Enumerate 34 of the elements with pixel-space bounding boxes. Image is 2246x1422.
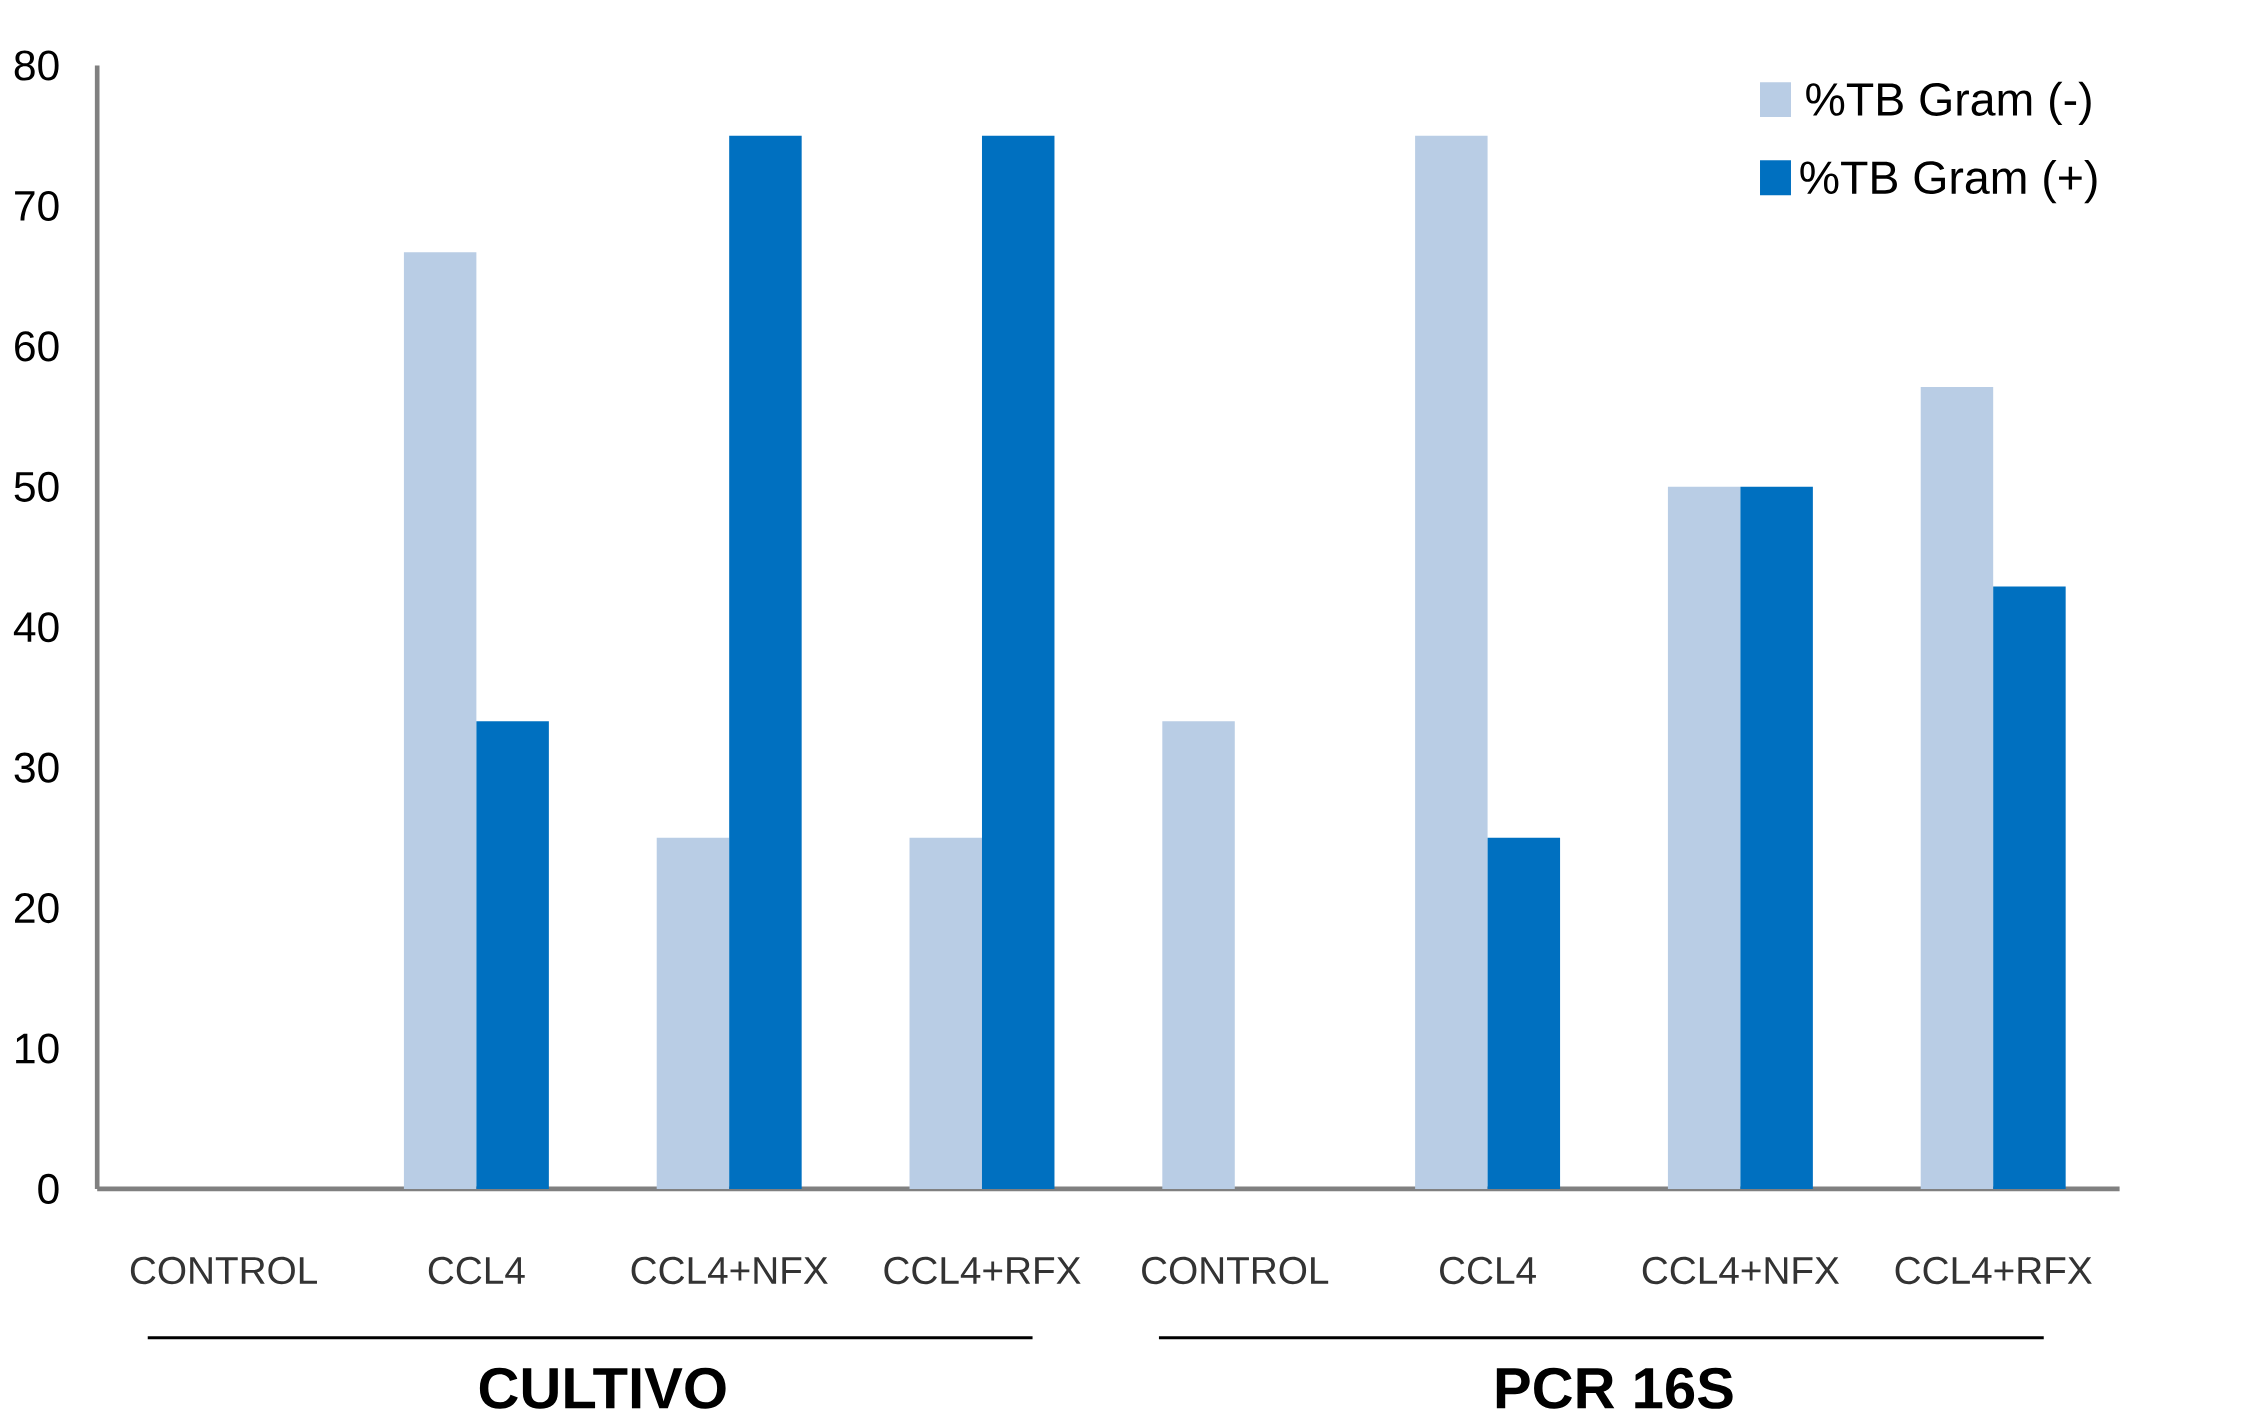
- y-tick-label: 40: [13, 612, 59, 643]
- y-tick-label: 20: [15, 893, 59, 924]
- x-tick-label: CONTROL: [1142, 1256, 1329, 1285]
- x-tick-label: CCL4: [428, 1256, 525, 1285]
- x-tick-label: CCL4+NFX: [631, 1256, 828, 1285]
- bar: [981, 135, 1055, 1190]
- bar: [403, 252, 477, 1190]
- x-tick-label: CCL4+RFX: [1895, 1256, 2092, 1285]
- y-tick-label: 70: [15, 191, 59, 222]
- text: CULTIVO: [479, 1367, 726, 1409]
- y-tick-label: 10: [16, 1033, 59, 1064]
- bar: [656, 837, 730, 1190]
- y-tick-label: 0: [38, 1173, 59, 1205]
- text: PCR 16S: [1496, 1367, 1733, 1409]
- y-tick-label: 30: [14, 752, 59, 783]
- bar: [1667, 486, 1741, 1190]
- y-tick-label: 50: [14, 471, 59, 502]
- bar: [729, 135, 802, 1190]
- bar: [1487, 837, 1561, 1190]
- bar: [476, 721, 549, 1190]
- x-tick-label: CCL4+NFX: [1642, 1256, 1840, 1285]
- x-tick-label: CONTROL: [130, 1256, 317, 1285]
- y-tick-label: 60: [15, 331, 59, 362]
- legend-label: %TB Gram (+): [1800, 160, 2097, 204]
- legend-label: %TB Gram (-): [1806, 81, 2091, 126]
- bar: [909, 837, 982, 1190]
- bar: [1993, 586, 2066, 1190]
- bar: [1920, 387, 1994, 1190]
- x-tick-label: CCL4+RFX: [884, 1256, 1081, 1285]
- y-tick-label: 80: [14, 50, 59, 81]
- bar: [1740, 486, 1813, 1190]
- x-tick-label: CCL4: [1440, 1256, 1536, 1285]
- bar: [1415, 135, 1488, 1190]
- bar: [1162, 721, 1235, 1190]
